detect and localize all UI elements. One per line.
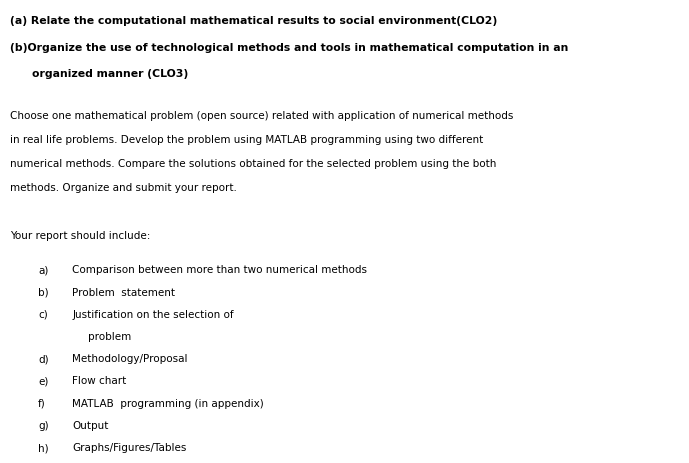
Text: (b)Organize the use of technological methods and tools in mathematical computati: (b)Organize the use of technological met… [10, 43, 568, 53]
Text: in real life problems. Develop the problem using MATLAB programming using two di: in real life problems. Develop the probl… [10, 135, 483, 145]
Text: Methodology/Proposal: Methodology/Proposal [72, 354, 188, 364]
Text: d): d) [38, 354, 48, 364]
Text: a): a) [38, 265, 48, 275]
Text: MATLAB  programming (in appendix): MATLAB programming (in appendix) [72, 399, 264, 409]
Text: Flow chart: Flow chart [72, 376, 127, 387]
Text: organized manner (CLO3): organized manner (CLO3) [32, 69, 188, 79]
Text: Output: Output [72, 421, 109, 431]
Text: Graphs/Figures/Tables: Graphs/Figures/Tables [72, 443, 187, 453]
Text: h): h) [38, 443, 48, 453]
Text: Justification on the selection of: Justification on the selection of [72, 310, 234, 320]
Text: f): f) [38, 399, 45, 409]
Text: Problem  statement: Problem statement [72, 288, 175, 298]
Text: e): e) [38, 376, 48, 387]
Text: methods. Organize and submit your report.: methods. Organize and submit your report… [10, 183, 236, 194]
Text: g): g) [38, 421, 48, 431]
Text: problem: problem [88, 332, 132, 342]
Text: Your report should include:: Your report should include: [10, 231, 150, 241]
Text: c): c) [38, 310, 48, 320]
Text: Choose one mathematical problem (open source) related with application of numeri: Choose one mathematical problem (open so… [10, 111, 513, 121]
Text: numerical methods. Compare the solutions obtained for the selected problem using: numerical methods. Compare the solutions… [10, 159, 496, 169]
Text: b): b) [38, 288, 48, 298]
Text: (a) Relate the computational mathematical results to social environment(CLO2): (a) Relate the computational mathematica… [10, 16, 497, 26]
Text: Comparison between more than two numerical methods: Comparison between more than two numeric… [72, 265, 367, 275]
